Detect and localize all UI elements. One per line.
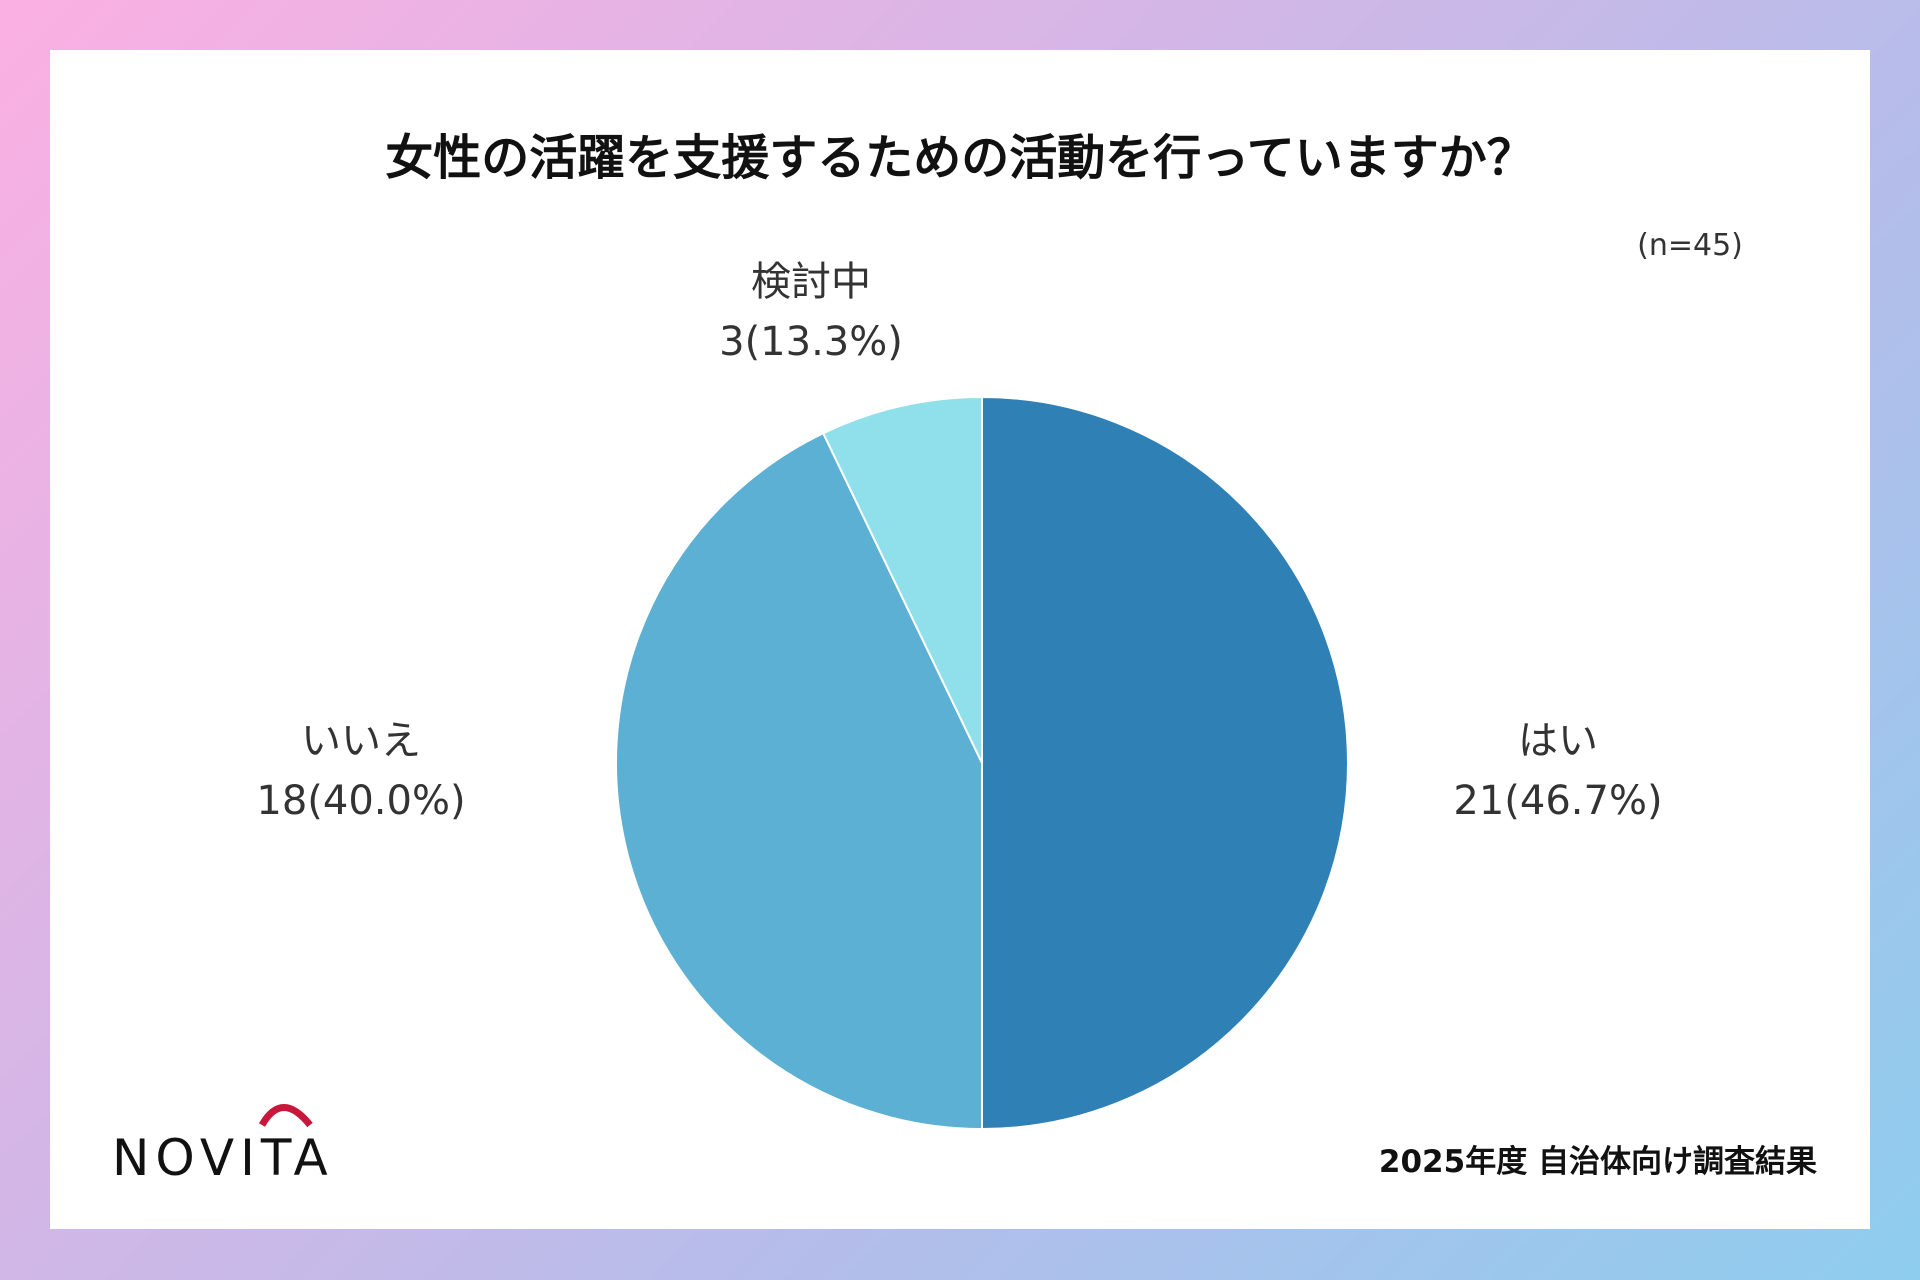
label-hai: はい 21(46.7%) [1378,711,1738,831]
pie-slice-2 [821,395,983,764]
slice-label: 検討中 [751,259,871,305]
pie-slice-0 [981,395,1349,1131]
slice-label: いいえ [301,718,421,764]
slice-value: 3(13.3%) [719,319,903,365]
svg-text:NOVITA: NOVITA [112,1129,334,1180]
sample-size: (n=45) [1637,228,1743,263]
label-kentouchu: 検討中 3(13.3%) [631,252,991,372]
label-iie: いいえ 18(40.0%) [181,711,541,831]
slice-label: はい [1518,718,1598,764]
chart-title: 女性の活躍を支援するための活動を行っていますか？ [385,130,1535,186]
footer-caption: 2025年度 自治体向け調査結果 [1378,1144,1817,1180]
slice-value: 18(40.0%) [256,778,466,824]
novita-logo: NOVITA [112,1104,334,1180]
slice-value: 21(46.7%) [1453,778,1663,824]
pie-slice-1 [615,431,983,1131]
